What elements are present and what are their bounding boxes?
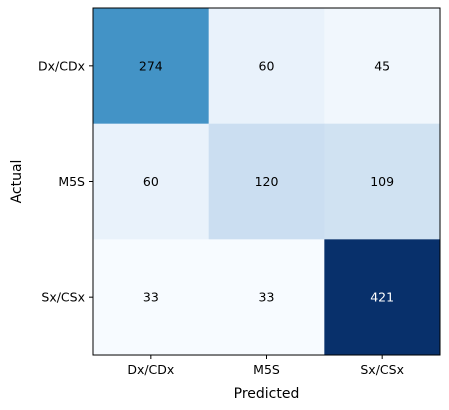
- heatmap-cell-r1-c2: [324, 123, 441, 240]
- cell-value-label-r2-c1: 33: [259, 290, 275, 305]
- x-axis-label: Predicted: [234, 386, 300, 402]
- y-tick-label-2: Sx/CSx: [41, 290, 85, 305]
- x-axis-ticks: Dx/CDx M5S Sx/CSx: [127, 355, 404, 377]
- heatmap-cell-labels: 274 60 45 60 120 109 33 33 421: [139, 58, 394, 304]
- heatmap-cell-r2-c0: [93, 239, 210, 356]
- heatmap-cell-r1-c0: [93, 123, 210, 240]
- cell-value-label-r2-c2: 421: [370, 290, 394, 305]
- cell-value-label-r1-c1: 120: [255, 174, 279, 189]
- heatmap-cell-r0-c0: [93, 8, 210, 125]
- cell-value-label-r0-c1: 60: [259, 58, 275, 73]
- heatmap-cells: [93, 8, 441, 356]
- heatmap-cell-r1-c1: [208, 123, 325, 240]
- y-tick-label-0: Dx/CDx: [38, 58, 85, 73]
- heatmap-cell-r0-c1: [208, 8, 325, 125]
- x-tick-label-0: Dx/CDx: [127, 362, 174, 377]
- cell-value-label-r1-c2: 109: [370, 174, 394, 189]
- cell-value-label-r1-c0: 60: [143, 174, 159, 189]
- x-tick-label-1: M5S: [253, 362, 280, 377]
- y-axis-ticks: Dx/CDx M5S Sx/CSx: [38, 58, 93, 305]
- heatmap-cell-r0-c2: [324, 8, 441, 125]
- y-tick-label-1: M5S: [58, 174, 85, 189]
- y-axis-label: Actual: [9, 160, 25, 204]
- x-tick-label-2: Sx/CSx: [360, 362, 404, 377]
- heatmap-cell-r2-c2: [324, 239, 441, 356]
- heatmap-cell-r2-c1: [208, 239, 325, 356]
- cell-value-label-r0-c0: 274: [139, 58, 163, 73]
- cell-value-label-r0-c2: 45: [374, 58, 390, 73]
- cell-value-label-r2-c0: 33: [143, 290, 159, 305]
